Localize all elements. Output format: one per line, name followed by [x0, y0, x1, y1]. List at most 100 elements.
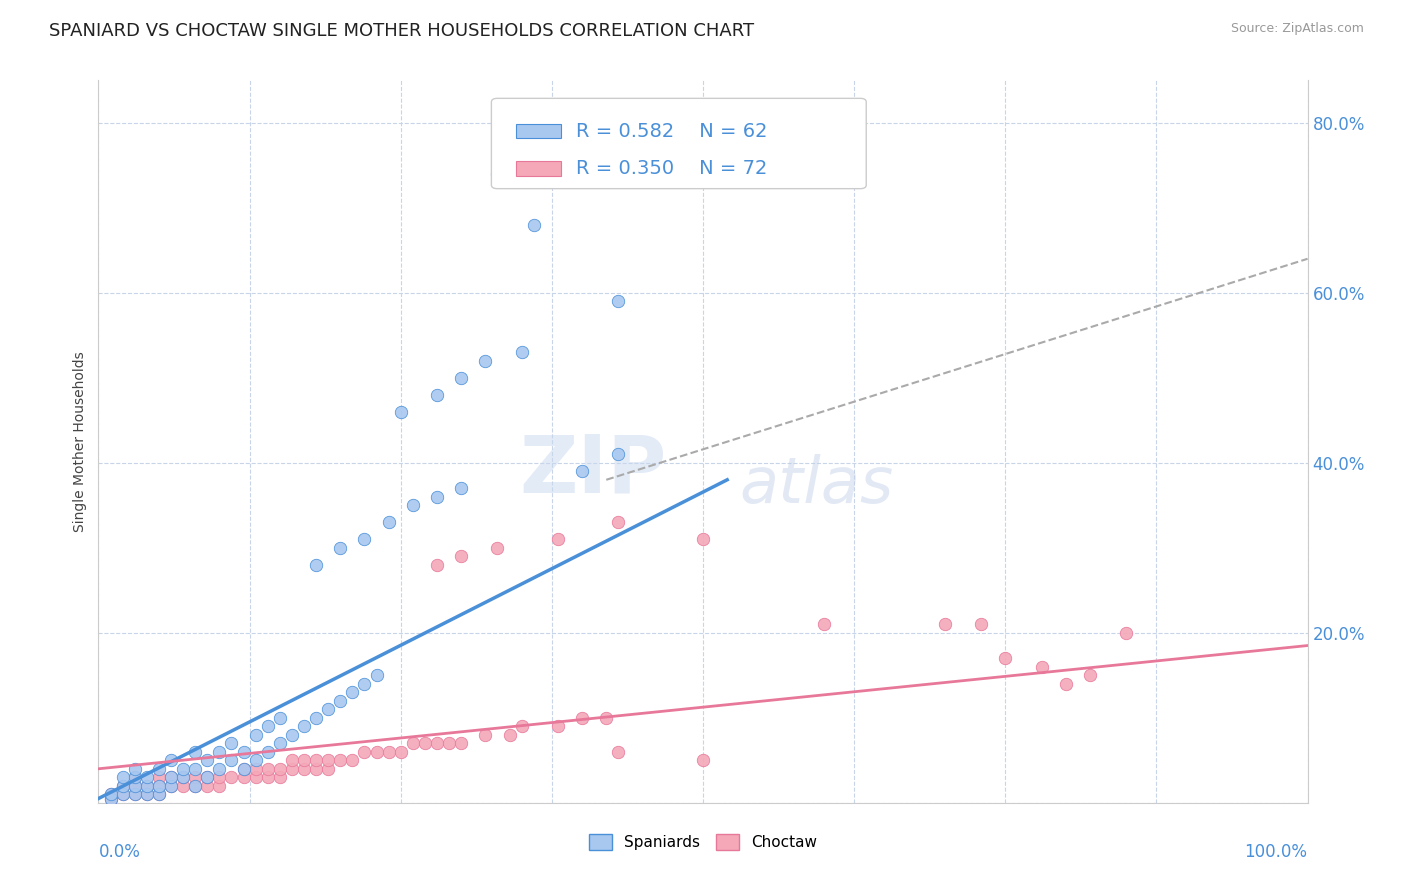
Point: [208, 779, 231, 793]
Point: [426, 558, 449, 572]
Point: [426, 490, 449, 504]
Point: [292, 762, 315, 776]
Point: [148, 787, 170, 801]
Text: R = 0.350    N = 72: R = 0.350 N = 72: [576, 159, 768, 178]
Point: [184, 745, 207, 759]
Point: [221, 736, 243, 750]
Point: [413, 736, 436, 750]
Point: [160, 753, 183, 767]
Point: [148, 779, 170, 793]
Point: [221, 770, 243, 784]
Point: [232, 762, 254, 776]
Point: [292, 753, 315, 767]
Point: [111, 770, 134, 784]
Point: [245, 770, 267, 784]
Point: [426, 388, 449, 402]
Point: [124, 787, 146, 801]
Legend: Spaniards, Choctaw: Spaniards, Choctaw: [583, 829, 823, 856]
Point: [329, 694, 352, 708]
Point: [124, 762, 146, 776]
Point: [124, 787, 146, 801]
Point: [353, 533, 375, 547]
Point: [450, 736, 472, 750]
Point: [426, 736, 449, 750]
Point: [366, 668, 388, 682]
Point: [148, 770, 170, 784]
Point: [305, 558, 328, 572]
Point: [111, 779, 134, 793]
Point: [111, 787, 134, 801]
Point: [316, 702, 339, 716]
Point: [160, 770, 183, 784]
Point: [135, 779, 157, 793]
Point: [232, 762, 254, 776]
Point: [607, 294, 630, 309]
Point: [269, 762, 291, 776]
Point: [100, 787, 122, 801]
Point: [221, 753, 243, 767]
Point: [366, 745, 388, 759]
Point: [692, 753, 714, 767]
Text: SPANIARD VS CHOCTAW SINGLE MOTHER HOUSEHOLDS CORRELATION CHART: SPANIARD VS CHOCTAW SINGLE MOTHER HOUSEH…: [49, 22, 755, 40]
Point: [305, 711, 328, 725]
Point: [148, 762, 170, 776]
Point: [195, 770, 218, 784]
Point: [607, 745, 630, 759]
Point: [269, 770, 291, 784]
Point: [498, 728, 520, 742]
Point: [353, 677, 375, 691]
Point: [172, 770, 194, 784]
Point: [172, 779, 194, 793]
Point: [111, 787, 134, 801]
Point: [342, 685, 364, 699]
Point: [160, 779, 183, 793]
Point: [184, 762, 207, 776]
Point: [245, 753, 267, 767]
Text: R = 0.582    N = 62: R = 0.582 N = 62: [576, 121, 768, 141]
Point: [342, 753, 364, 767]
Point: [124, 779, 146, 793]
Point: [389, 745, 412, 759]
Point: [195, 753, 218, 767]
Point: [450, 481, 472, 495]
Point: [813, 617, 835, 632]
Point: [389, 405, 412, 419]
Point: [450, 371, 472, 385]
Point: [100, 791, 122, 805]
Point: [437, 736, 460, 750]
Point: [148, 787, 170, 801]
FancyBboxPatch shape: [516, 124, 561, 138]
Point: [692, 533, 714, 547]
Point: [160, 770, 183, 784]
Point: [1054, 677, 1077, 691]
Point: [100, 787, 122, 801]
Point: [135, 770, 157, 784]
Point: [316, 753, 339, 767]
Point: [256, 719, 278, 733]
Point: [329, 753, 352, 767]
Point: [402, 736, 425, 750]
Point: [292, 719, 315, 733]
Point: [474, 353, 496, 368]
Point: [172, 770, 194, 784]
Point: [510, 719, 533, 733]
Point: [474, 728, 496, 742]
Point: [256, 745, 278, 759]
Point: [316, 762, 339, 776]
Point: [402, 498, 425, 512]
Point: [269, 736, 291, 750]
Point: [281, 762, 304, 776]
Point: [994, 651, 1017, 665]
Point: [195, 779, 218, 793]
Text: Source: ZipAtlas.com: Source: ZipAtlas.com: [1230, 22, 1364, 36]
Point: [111, 779, 134, 793]
Point: [208, 762, 231, 776]
Point: [571, 464, 593, 478]
Point: [232, 770, 254, 784]
Point: [281, 753, 304, 767]
Point: [934, 617, 956, 632]
Point: [377, 745, 399, 759]
Point: [195, 770, 218, 784]
Point: [1115, 625, 1137, 640]
Point: [124, 779, 146, 793]
